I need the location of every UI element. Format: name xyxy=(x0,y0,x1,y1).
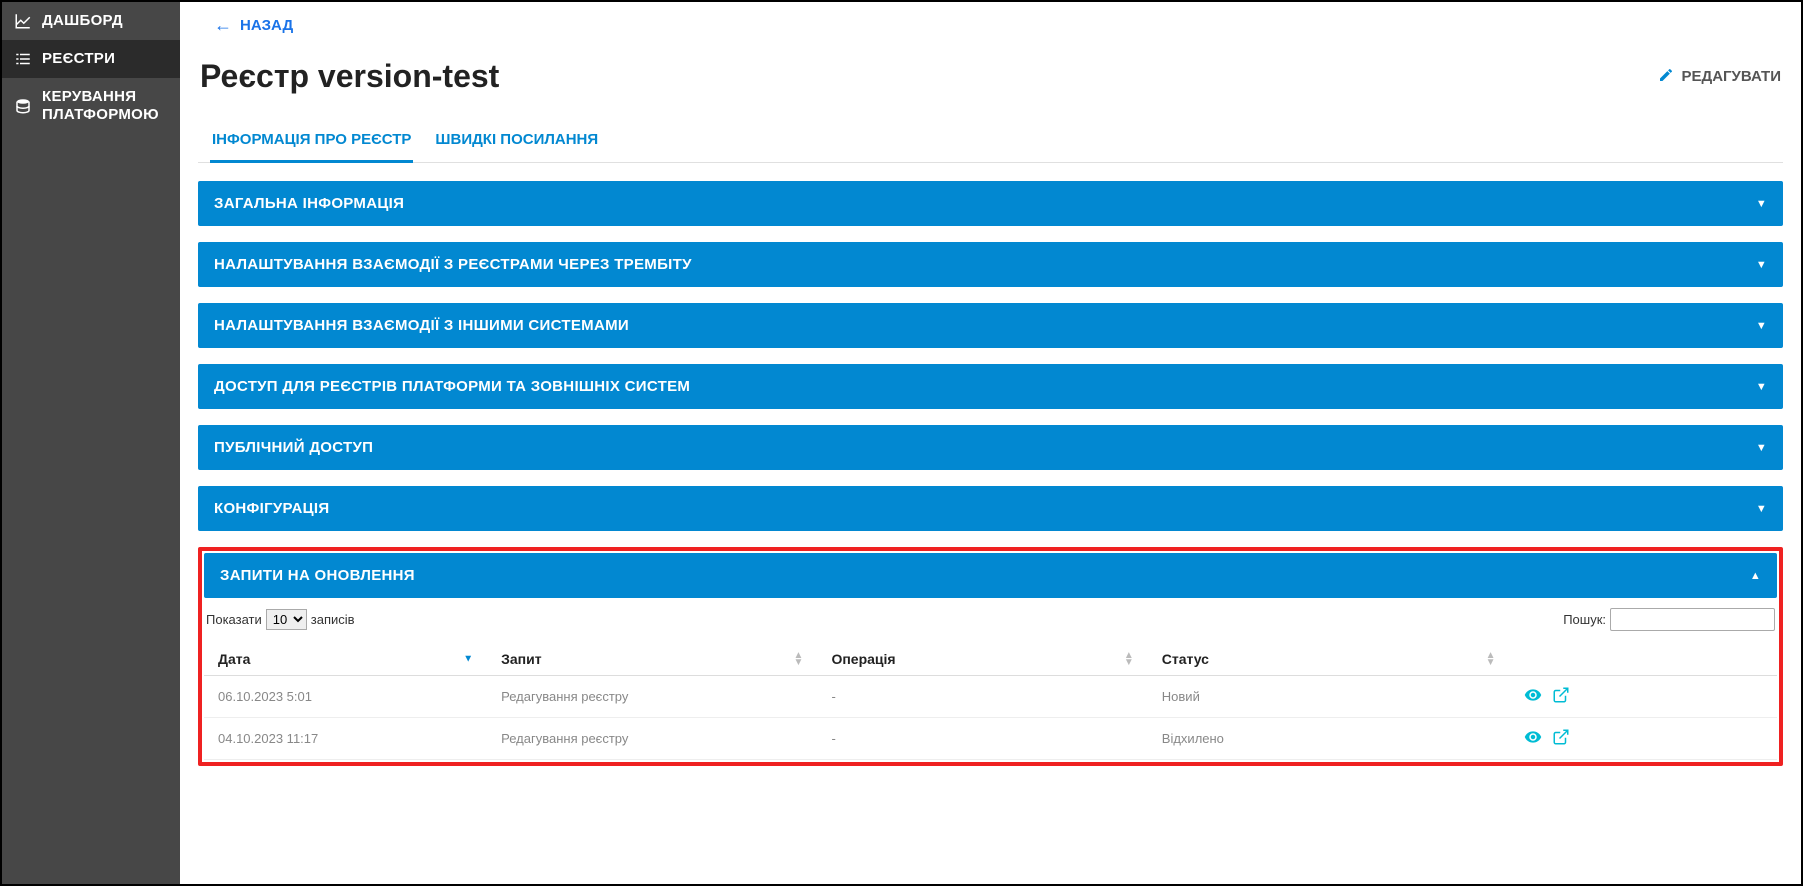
sidebar-item-platform[interactable]: КЕРУВАННЯ ПЛАТФОРМОЮ xyxy=(2,78,180,134)
panel-title: КОНФІГУРАЦІЯ xyxy=(214,500,330,517)
open-external-icon[interactable] xyxy=(1552,728,1570,746)
app-shell: ДАШБОРД РЕЄСТРИ КЕРУВАННЯ ПЛАТФОРМОЮ ← Н… xyxy=(0,0,1803,886)
panel-title: НАЛАШТУВАННЯ ВЗАЄМОДІЇ З РЕЄСТРАМИ ЧЕРЕЗ… xyxy=(214,256,692,273)
panel-general-info: ЗАГАЛЬНА ІНФОРМАЦІЯ ▼ xyxy=(198,181,1783,226)
cell-actions xyxy=(1510,718,1777,760)
show-prefix: Показати xyxy=(206,612,262,627)
panel-public-access: ПУБЛІЧНИЙ ДОСТУП ▼ xyxy=(198,425,1783,470)
panel-update-requests-highlight: ЗАПИТИ НА ОНОВЛЕННЯ ▲ Показати 10 записі… xyxy=(198,547,1783,766)
panel-header-update-requests[interactable]: ЗАПИТИ НА ОНОВЛЕННЯ ▲ xyxy=(204,553,1777,598)
sidebar-item-label: РЕЄСТРИ xyxy=(42,50,115,68)
panel-other-systems: НАЛАШТУВАННЯ ВЗАЄМОДІЇ З ІНШИМИ СИСТЕМАМ… xyxy=(198,303,1783,348)
header-row: Реєстр version-test РЕДАГУВАТИ xyxy=(198,58,1783,95)
cell-request: Редагування реєстру xyxy=(487,676,817,718)
open-external-icon[interactable] xyxy=(1552,686,1570,704)
sort-icon: ▲▼ xyxy=(794,652,804,666)
back-label: НАЗАД xyxy=(240,17,293,34)
col-operation[interactable]: Операція ▲▼ xyxy=(817,643,1147,676)
cell-operation: - xyxy=(817,676,1147,718)
back-button[interactable]: ← НАЗАД xyxy=(214,16,293,34)
col-actions xyxy=(1510,643,1777,676)
eye-icon[interactable] xyxy=(1524,686,1542,704)
tab-info[interactable]: ІНФОРМАЦІЯ ПРО РЕЄСТР xyxy=(210,123,413,163)
chevron-down-icon: ▼ xyxy=(1756,381,1767,393)
table-header-row: Дата ▼ Запит ▲▼ Операція ▲▼ xyxy=(204,643,1777,676)
chevron-down-icon: ▼ xyxy=(1756,259,1767,271)
cell-request: Редагування реєстру xyxy=(487,718,817,760)
panel-title: НАЛАШТУВАННЯ ВЗАЄМОДІЇ З ІНШИМИ СИСТЕМАМ… xyxy=(214,317,629,334)
panel-header-access[interactable]: ДОСТУП ДЛЯ РЕЄСТРІВ ПЛАТФОРМИ ТА ЗОВНІШН… xyxy=(198,364,1783,409)
sort-desc-icon: ▼ xyxy=(463,656,473,663)
pencil-icon xyxy=(1658,67,1674,87)
page-size-select[interactable]: 10 xyxy=(266,609,307,630)
sort-icon: ▲▼ xyxy=(1486,652,1496,666)
eye-icon[interactable] xyxy=(1524,728,1542,746)
panel-title: ЗАГАЛЬНА ІНФОРМАЦІЯ xyxy=(214,195,404,212)
search-box: Пошук: xyxy=(1563,608,1775,631)
update-requests-table: Дата ▼ Запит ▲▼ Операція ▲▼ xyxy=(204,643,1777,760)
accordion-panels: ЗАГАЛЬНА ІНФОРМАЦІЯ ▼ НАЛАШТУВАННЯ ВЗАЄМ… xyxy=(198,181,1783,766)
panel-title: ЗАПИТИ НА ОНОВЛЕННЯ xyxy=(220,567,415,584)
page-title: Реєстр version-test xyxy=(200,58,499,95)
sidebar-item-label: ДАШБОРД xyxy=(42,12,123,30)
main-content: ← НАЗАД Реєстр version-test РЕДАГУВАТИ І… xyxy=(180,2,1801,884)
edit-button[interactable]: РЕДАГУВАТИ xyxy=(1658,67,1781,87)
tabs: ІНФОРМАЦІЯ ПРО РЕЄСТР ШВИДКІ ПОСИЛАННЯ xyxy=(198,123,1783,163)
panel-header-general-info[interactable]: ЗАГАЛЬНА ІНФОРМАЦІЯ ▼ xyxy=(198,181,1783,226)
chevron-down-icon: ▼ xyxy=(1756,320,1767,332)
cell-operation: - xyxy=(817,718,1147,760)
sort-icon: ▲▼ xyxy=(1124,652,1134,666)
chevron-down-icon: ▼ xyxy=(1756,442,1767,454)
cell-date: 06.10.2023 5:01 xyxy=(204,676,487,718)
cell-actions xyxy=(1510,676,1777,718)
table-row: 06.10.2023 5:01 Редагування реєстру - Но… xyxy=(204,676,1777,718)
sidebar-item-dashboard[interactable]: ДАШБОРД xyxy=(2,2,180,40)
show-suffix: записів xyxy=(311,612,355,627)
cell-date: 04.10.2023 11:17 xyxy=(204,718,487,760)
panel-configuration: КОНФІГУРАЦІЯ ▼ xyxy=(198,486,1783,531)
cell-status: Відхилено xyxy=(1148,718,1510,760)
col-date[interactable]: Дата ▼ xyxy=(204,643,487,676)
edit-label: РЕДАГУВАТИ xyxy=(1682,68,1781,85)
chevron-down-icon: ▼ xyxy=(1756,198,1767,210)
panel-title: ДОСТУП ДЛЯ РЕЄСТРІВ ПЛАТФОРМИ ТА ЗОВНІШН… xyxy=(214,378,690,395)
panel-title: ПУБЛІЧНИЙ ДОСТУП xyxy=(214,439,373,456)
datatable-controls: Показати 10 записів Пошук: xyxy=(204,598,1777,643)
chevron-down-icon: ▼ xyxy=(1756,503,1767,515)
tab-links[interactable]: ШВИДКІ ПОСИЛАННЯ xyxy=(433,123,600,163)
chevron-up-icon: ▲ xyxy=(1750,570,1761,582)
sidebar-item-registries[interactable]: РЕЄСТРИ xyxy=(2,40,180,78)
search-label: Пошук: xyxy=(1563,612,1606,627)
panel-header-other-systems[interactable]: НАЛАШТУВАННЯ ВЗАЄМОДІЇ З ІНШИМИ СИСТЕМАМ… xyxy=(198,303,1783,348)
panel-header-configuration[interactable]: КОНФІГУРАЦІЯ ▼ xyxy=(198,486,1783,531)
sidebar: ДАШБОРД РЕЄСТРИ КЕРУВАННЯ ПЛАТФОРМОЮ xyxy=(2,2,180,884)
panel-access: ДОСТУП ДЛЯ РЕЄСТРІВ ПЛАТФОРМИ ТА ЗОВНІШН… xyxy=(198,364,1783,409)
panel-header-trembita[interactable]: НАЛАШТУВАННЯ ВЗАЄМОДІЇ З РЕЄСТРАМИ ЧЕРЕЗ… xyxy=(198,242,1783,287)
chart-icon xyxy=(14,12,32,30)
panel-update-requests: ЗАПИТИ НА ОНОВЛЕННЯ ▲ Показати 10 записі… xyxy=(204,553,1777,760)
panel-header-public-access[interactable]: ПУБЛІЧНИЙ ДОСТУП ▼ xyxy=(198,425,1783,470)
stack-icon xyxy=(14,97,32,115)
panel-trembita: НАЛАШТУВАННЯ ВЗАЄМОДІЇ З РЕЄСТРАМИ ЧЕРЕЗ… xyxy=(198,242,1783,287)
col-request[interactable]: Запит ▲▼ xyxy=(487,643,817,676)
sidebar-item-label: КЕРУВАННЯ ПЛАТФОРМОЮ xyxy=(42,88,168,124)
cell-status: Новий xyxy=(1148,676,1510,718)
arrow-left-icon: ← xyxy=(214,16,232,34)
col-status[interactable]: Статус ▲▼ xyxy=(1148,643,1510,676)
list-icon xyxy=(14,50,32,68)
search-input[interactable] xyxy=(1610,608,1775,631)
show-entries: Показати 10 записів xyxy=(206,609,355,630)
table-row: 04.10.2023 11:17 Редагування реєстру - В… xyxy=(204,718,1777,760)
